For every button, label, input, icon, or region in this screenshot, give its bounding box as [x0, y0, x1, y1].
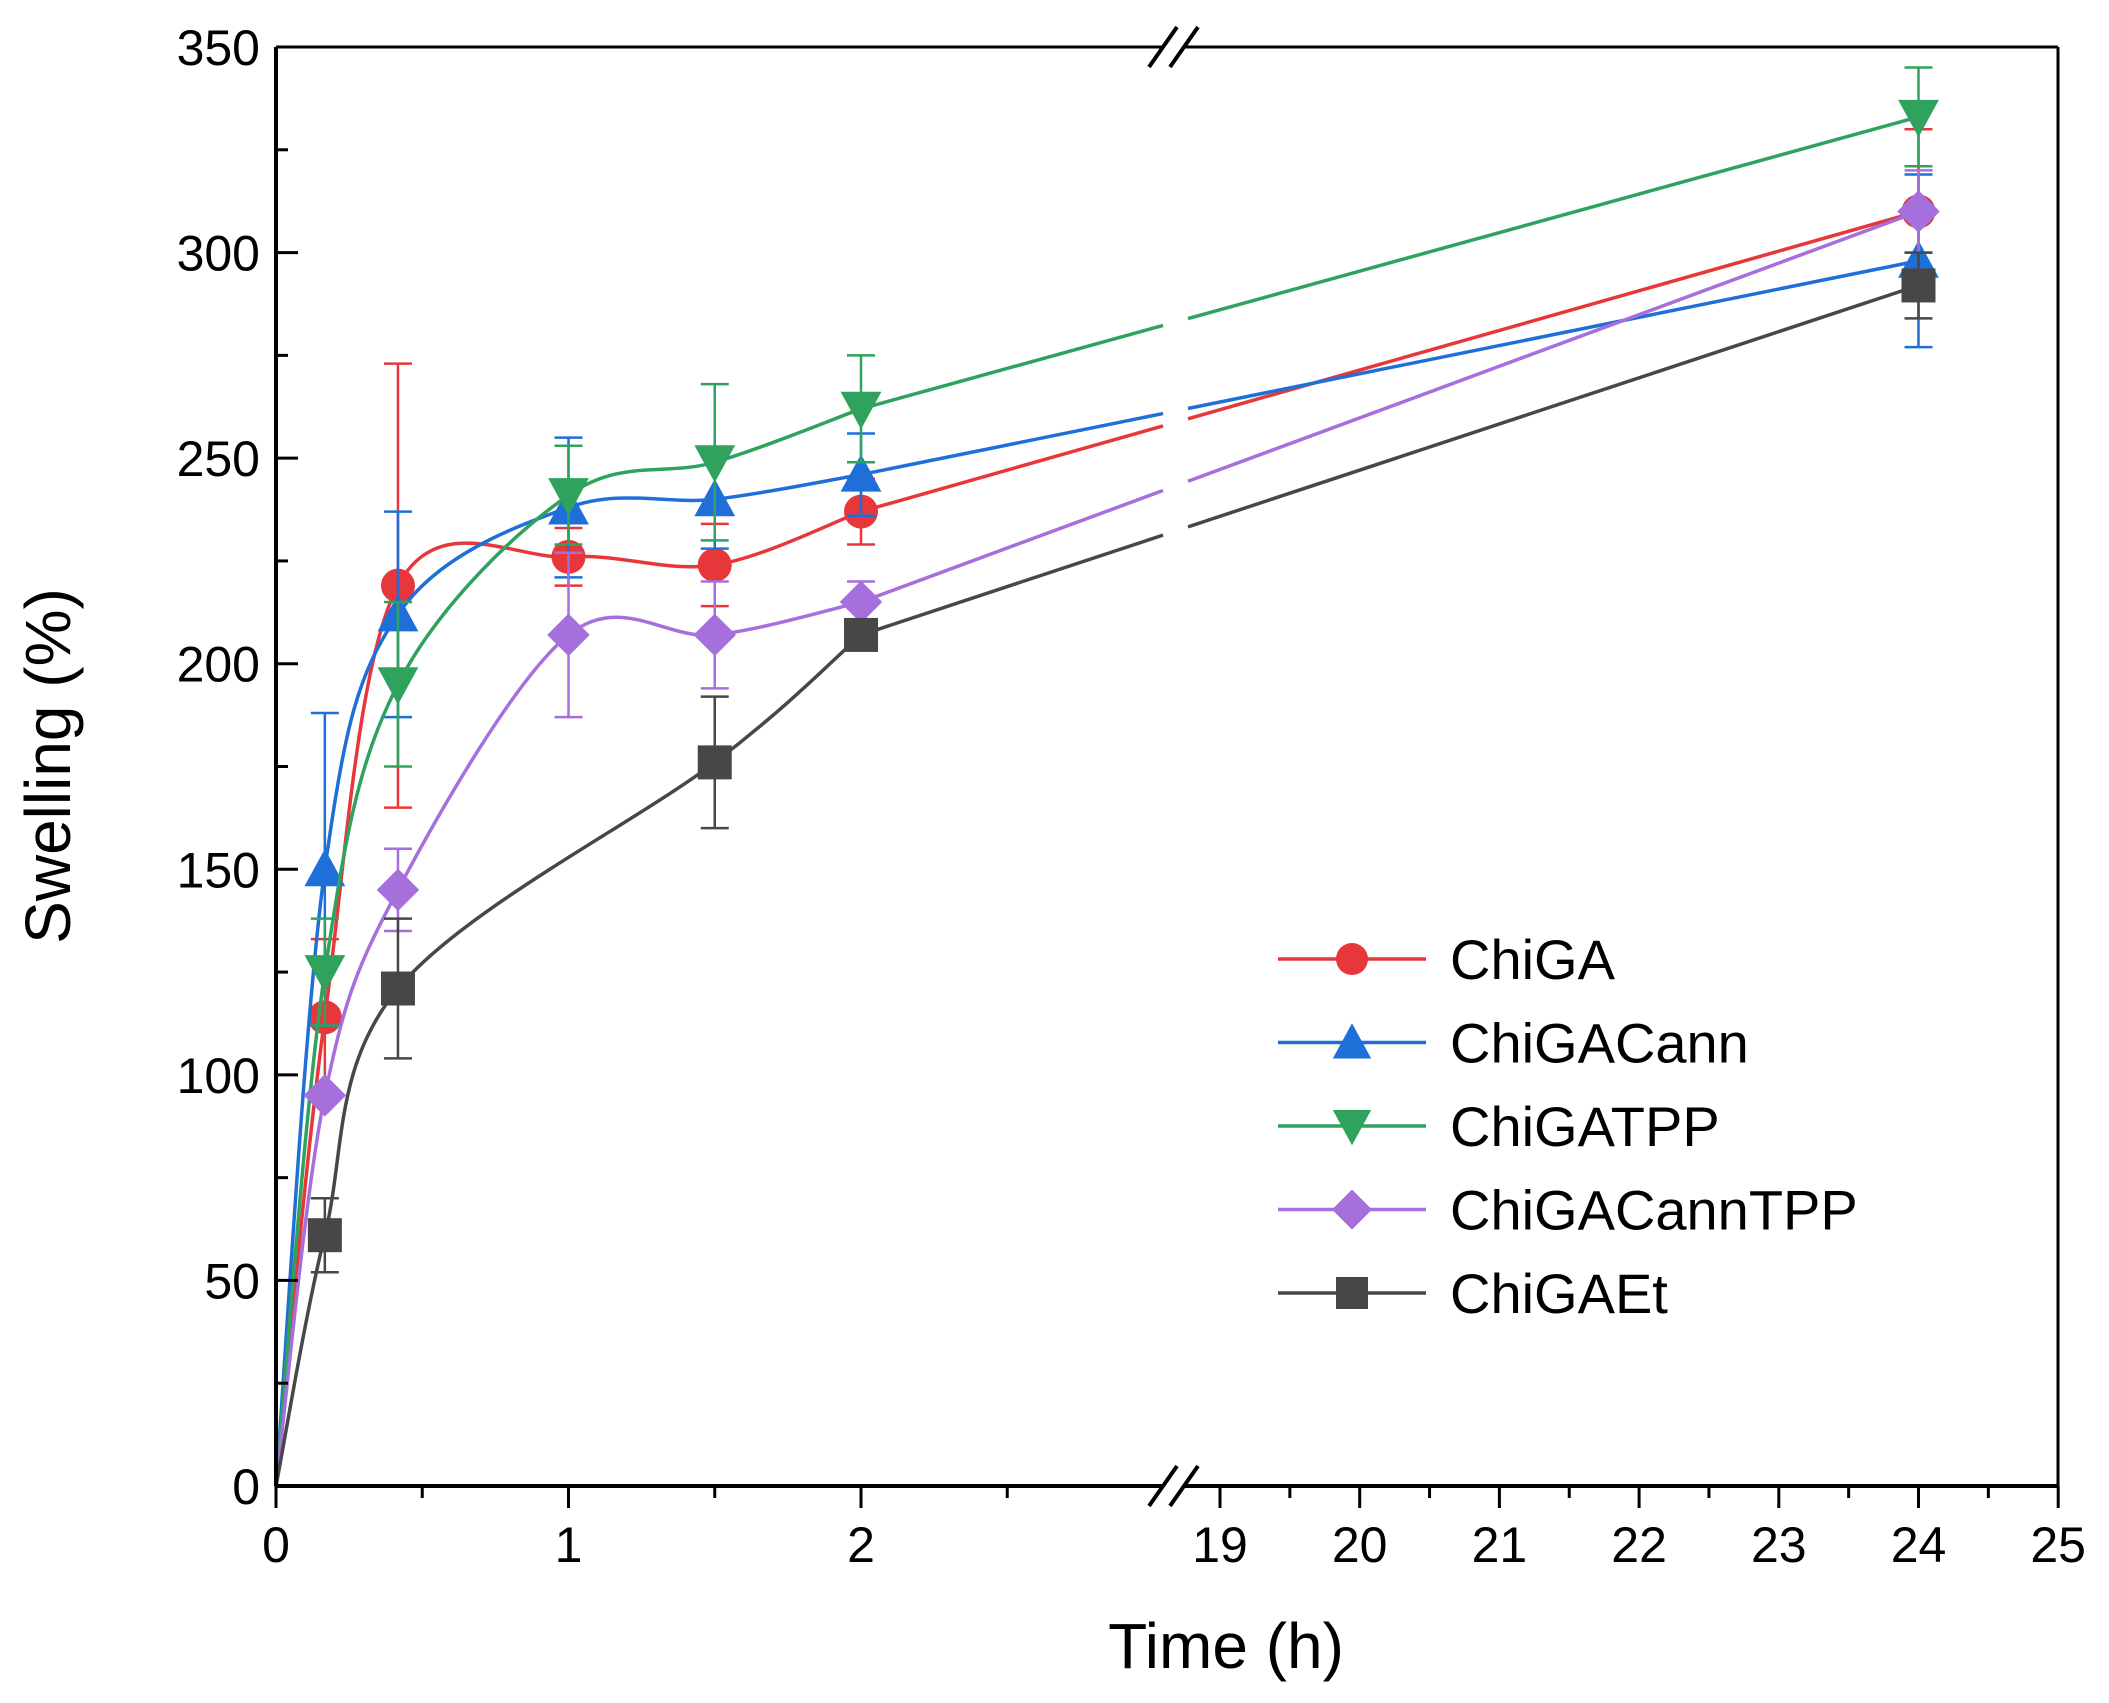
legend-item: ChiGACannTPP: [1278, 1179, 1858, 1242]
y-tick-label: 0: [232, 1459, 260, 1515]
axis-break-mark: [1147, 1464, 1179, 1508]
y-tick-label: 100: [177, 1048, 260, 1104]
fit-curve: [274, 633, 863, 1487]
diamond-marker: [303, 1074, 347, 1117]
diamond-marker: [1897, 190, 1940, 233]
triangle-up-marker: [304, 848, 346, 887]
triangle-down-marker: [304, 955, 346, 993]
legend-item: ChiGACann: [1278, 1012, 1749, 1075]
diamond-marker: [839, 580, 883, 624]
axis-break-mark: [1147, 25, 1179, 69]
legend-label: ChiGACann: [1450, 1012, 1749, 1075]
x-tick-label: 2: [847, 1517, 875, 1573]
square-marker: [1901, 268, 1936, 303]
axis-break-mark: [1168, 25, 1200, 69]
fit-line: [860, 488, 1164, 604]
legend-item: ChiGA: [1278, 928, 1616, 991]
circle-marker: [697, 548, 732, 583]
fit-line: [1187, 259, 1919, 411]
diamond-marker: [547, 613, 590, 657]
axis-break-mark: [1168, 1464, 1200, 1508]
legend-item: ChiGATPP: [1278, 1095, 1720, 1158]
series-chigacanntpp: [274, 169, 1940, 1487]
legend-label: ChiGA: [1450, 928, 1616, 991]
square-marker: [307, 1218, 342, 1253]
diamond-marker: [693, 613, 736, 657]
circle-marker: [1336, 943, 1368, 975]
square-marker: [844, 617, 878, 652]
fit-line: [1187, 283, 1920, 529]
square-marker: [697, 745, 732, 780]
series-chiga: [274, 127, 1936, 1487]
series-chigatpp: [274, 66, 1939, 1487]
y-tick-label: 300: [177, 226, 260, 282]
series-chigaet: [274, 251, 1936, 1487]
legend-item: ChiGAEt: [1278, 1262, 1668, 1325]
fit-line: [860, 411, 1164, 477]
legend: ChiGA ChiGACann ChiGATPP ChiGACannTPP ChiGAE…: [1278, 928, 1858, 1325]
triangle-down-marker: [1898, 99, 1939, 138]
triangle-down-marker: [377, 667, 419, 705]
triangle-up-marker: [840, 454, 882, 492]
square-marker: [1336, 1277, 1368, 1309]
triangle-down-marker: [548, 478, 589, 516]
y-tick-label: 50: [204, 1253, 260, 1309]
x-tick-label: 19: [1192, 1517, 1248, 1573]
x-tick-label: 0: [262, 1517, 290, 1573]
diamond-marker: [1332, 1189, 1372, 1230]
x-tick-label: 21: [1472, 1517, 1528, 1573]
fit-line: [1187, 209, 1920, 483]
square-marker: [380, 971, 415, 1006]
legend-label: ChiGATPP: [1450, 1095, 1720, 1158]
x-axis-title: Time (h): [1108, 1610, 1344, 1682]
x-tick-label: 20: [1332, 1517, 1388, 1573]
y-tick-label: 150: [177, 842, 260, 898]
x-tick-label: 1: [555, 1517, 583, 1573]
series-chigacann: [274, 173, 1939, 1487]
fit-line: [1187, 115, 1919, 321]
y-tick-label: 250: [177, 431, 260, 487]
diamond-marker: [376, 868, 420, 912]
x-tick-label: 22: [1611, 1517, 1667, 1573]
x-tick-label: 25: [2030, 1517, 2086, 1573]
triangle-down-marker: [1332, 1110, 1372, 1146]
legend-label: ChiGAEt: [1450, 1262, 1668, 1325]
fit-line: [860, 533, 1164, 637]
x-tick-label: 23: [1751, 1517, 1807, 1573]
x-tick-label: 24: [1891, 1517, 1947, 1573]
legend-label: ChiGACannTPP: [1450, 1179, 1858, 1242]
fit-line: [860, 323, 1164, 411]
y-tick-label: 350: [177, 20, 260, 76]
triangle-up-marker: [1332, 1023, 1372, 1059]
fit-line: [860, 424, 1164, 514]
y-tick-label: 200: [177, 637, 260, 693]
y-axis-title: Swelling (%): [12, 588, 84, 944]
triangle-down-marker: [840, 391, 882, 430]
triangle-down-marker: [694, 445, 736, 483]
